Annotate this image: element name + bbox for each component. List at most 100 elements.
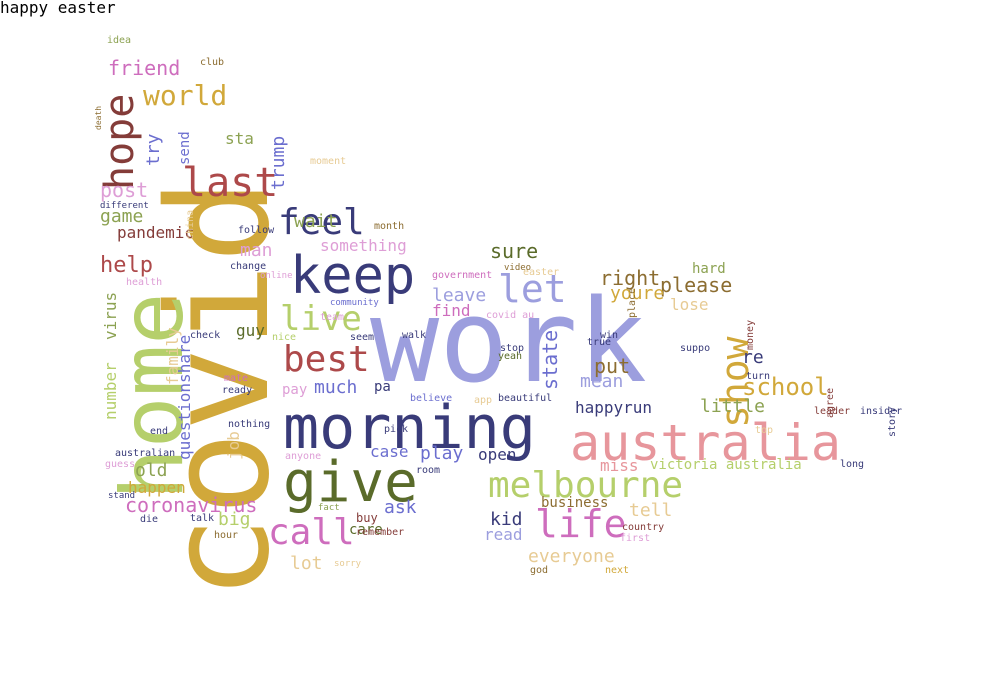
word-re: re [742,347,764,368]
word-happen: happen [128,478,186,497]
word-much: much [314,377,358,398]
word-sorry: sorry [334,559,362,569]
word-walk: walk [402,330,427,341]
word-state: state [538,329,562,390]
word-yeah: yeah [498,351,523,362]
word-leader: leader [814,406,851,417]
word-stand: stand [108,491,136,501]
word-community: community [330,298,379,308]
word-pandemic: pandemic [117,223,195,242]
word-talk: talk [190,513,215,524]
word-business: business [541,495,609,511]
word-different: different [100,201,149,211]
word-health: health [126,277,163,288]
word-pa: pa [374,379,391,395]
word-club: club [200,57,225,68]
word-melbourne: melbourne [488,465,684,506]
word-online: online [260,271,293,281]
word-read: read [484,525,523,544]
word-nice: nice [272,332,297,343]
word-app: app [474,395,493,406]
word-job: job [224,431,243,460]
word-month: month [374,221,405,232]
word-wait: wait [294,211,338,232]
word-true: true [587,337,612,348]
word-buy: buy [356,511,378,525]
word-miss: miss [600,456,639,475]
word-story: story [887,406,898,437]
word-friend: friend [108,56,181,80]
word-country: country [622,522,665,533]
word-open: open [478,445,517,464]
word-nothing: nothing [228,419,271,430]
word-mean: mean [580,371,624,392]
word-sure: sure [490,239,539,263]
word-idea: idea [107,35,132,46]
word-help: help [100,253,153,278]
word-god: god [530,565,549,576]
word-best: best [283,339,370,380]
word-put: put [594,354,631,378]
word-fact: fact [318,503,340,513]
word-leave: leave [432,285,487,306]
word-ask: ask [384,497,417,518]
word-check: check [190,330,221,341]
word-lot: lot [290,553,323,574]
word-government: government [432,270,493,281]
word-pick: pick [384,424,409,435]
word-something: something [320,236,407,255]
word-guy: guy [236,321,265,340]
word-turn: turn [746,371,771,382]
word-change: change [230,261,267,272]
word-live: live [280,299,362,339]
word-post: post [100,178,149,202]
word-morning: morning [283,393,536,463]
word-give: give [283,450,418,515]
word-place: place [627,287,638,318]
word-coronavirus: coronavirus [125,493,258,517]
word-easter: easter [523,267,560,278]
word-kid: kid [490,509,523,530]
word-please: please [660,273,733,297]
word-questionshare: questionshare [175,334,194,460]
word-victoria-australia: victoria australia [650,457,802,473]
word-hour: hour [214,530,239,541]
word-death: death [94,105,103,130]
word-life: life [535,502,627,546]
word-china: china [185,209,196,240]
word-money: money [745,319,756,350]
word-stop: stop [500,343,525,354]
word-seem: seem [350,332,375,343]
word-beautiful: beautiful [498,393,553,404]
word-next: next [605,565,630,576]
word-guess: guess [105,459,136,470]
word-covid-au: covid au [486,310,535,321]
word-hard: hard [692,261,726,277]
word-video: video [504,263,532,273]
word-world: world [143,79,228,112]
word-virus: virus [101,291,120,340]
word-man: man [240,240,273,261]
word-let: let [498,267,567,311]
word-mate: mate [224,373,249,384]
word-anyone: anyone [285,451,322,462]
word-team: team [320,312,345,323]
word-try: try [143,133,164,166]
word-game: game [100,206,144,227]
word-old: old [135,460,168,481]
word-ready: ready [222,385,253,396]
word-youre: youre [610,283,665,304]
word-moment: moment [310,156,347,167]
word-tell: tell [629,500,673,521]
word-everyone: everyone [528,546,615,567]
word-keep: keep [290,246,416,306]
word-die: die [140,514,159,525]
word-australia: australia [570,414,841,472]
word-lose: lose [670,295,709,314]
word-trump: trump [268,135,289,190]
word-school: school [742,373,829,401]
word-end: end [150,426,169,437]
word-insider: insider [860,406,903,417]
word-win: win [600,330,619,341]
